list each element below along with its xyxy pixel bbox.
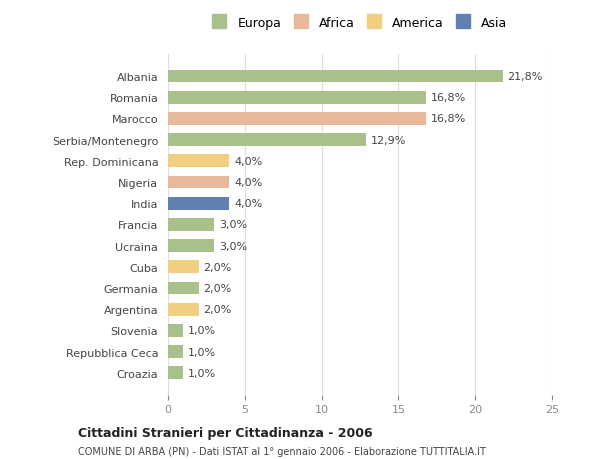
Bar bbox=[168, 155, 229, 168]
Text: 1,0%: 1,0% bbox=[188, 326, 216, 336]
Bar bbox=[168, 71, 503, 83]
Bar bbox=[168, 134, 366, 147]
Text: 12,9%: 12,9% bbox=[371, 135, 406, 146]
Text: Cittadini Stranieri per Cittadinanza - 2006: Cittadini Stranieri per Cittadinanza - 2… bbox=[78, 426, 373, 439]
Bar bbox=[168, 303, 199, 316]
Text: 16,8%: 16,8% bbox=[431, 93, 466, 103]
Bar bbox=[168, 367, 184, 379]
Text: 2,0%: 2,0% bbox=[203, 283, 232, 293]
Text: 16,8%: 16,8% bbox=[431, 114, 466, 124]
Text: 2,0%: 2,0% bbox=[203, 262, 232, 272]
Text: 1,0%: 1,0% bbox=[188, 347, 216, 357]
Text: 21,8%: 21,8% bbox=[508, 72, 543, 82]
Bar bbox=[168, 240, 214, 252]
Text: 4,0%: 4,0% bbox=[234, 199, 262, 209]
Legend: Europa, Africa, America, Asia: Europa, Africa, America, Asia bbox=[212, 17, 508, 30]
Text: 2,0%: 2,0% bbox=[203, 304, 232, 314]
Text: 3,0%: 3,0% bbox=[218, 220, 247, 230]
Text: 1,0%: 1,0% bbox=[188, 368, 216, 378]
Bar bbox=[168, 346, 184, 358]
Bar bbox=[168, 92, 426, 104]
Bar bbox=[168, 176, 229, 189]
Text: 4,0%: 4,0% bbox=[234, 178, 262, 188]
Text: 3,0%: 3,0% bbox=[218, 241, 247, 251]
Bar bbox=[168, 261, 199, 274]
Bar bbox=[168, 218, 214, 231]
Bar bbox=[168, 325, 184, 337]
Bar bbox=[168, 282, 199, 295]
Text: 4,0%: 4,0% bbox=[234, 157, 262, 167]
Bar bbox=[168, 113, 426, 125]
Bar bbox=[168, 197, 229, 210]
Text: COMUNE DI ARBA (PN) - Dati ISTAT al 1° gennaio 2006 - Elaborazione TUTTITALIA.IT: COMUNE DI ARBA (PN) - Dati ISTAT al 1° g… bbox=[78, 447, 486, 456]
